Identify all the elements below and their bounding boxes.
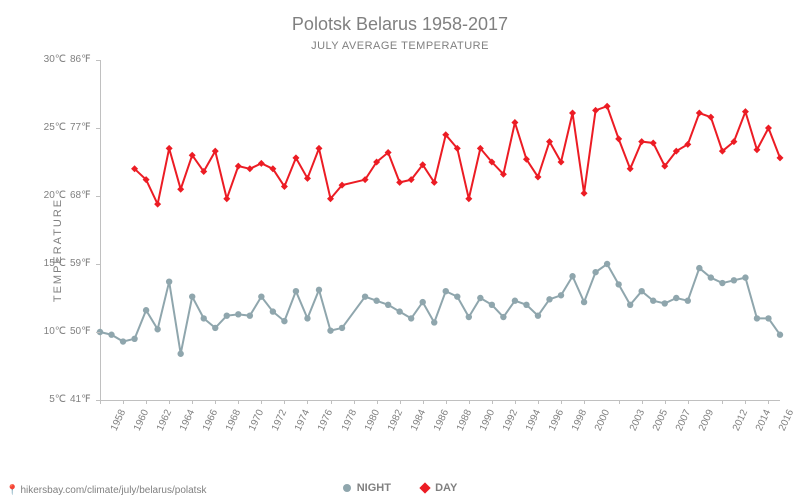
- y-tick-f: 41℉: [70, 394, 91, 405]
- attribution: 📍hikersbay.com/climate/july/belarus/pola…: [6, 485, 206, 496]
- y-tick-f: 59℉: [70, 258, 91, 269]
- y-tick-f: 77℉: [70, 122, 91, 133]
- y-tick-c: 10℃: [38, 326, 66, 337]
- legend-label-night: NIGHT: [357, 482, 391, 494]
- attribution-text: hikersbay.com/climate/july/belarus/polat…: [20, 485, 206, 496]
- y-tick-c: 30℃: [38, 54, 66, 65]
- legend-dot-night: [343, 484, 351, 492]
- legend-label-day: DAY: [435, 482, 457, 494]
- y-tick-f: 50℉: [70, 326, 91, 337]
- pin-icon: 📍: [6, 485, 18, 496]
- y-tick-c: 25℃: [38, 122, 66, 133]
- y-tick-f: 86℉: [70, 54, 91, 65]
- y-tick-c: 15℃: [38, 258, 66, 269]
- legend-dot-day: [419, 482, 430, 493]
- y-tick-f: 68℉: [70, 190, 91, 201]
- temperature-chart: Polotsk Belarus 1958-2017 JULY AVERAGE T…: [0, 0, 800, 500]
- y-tick-c: 5℃: [38, 394, 66, 405]
- y-tick-c: 20℃: [38, 190, 66, 201]
